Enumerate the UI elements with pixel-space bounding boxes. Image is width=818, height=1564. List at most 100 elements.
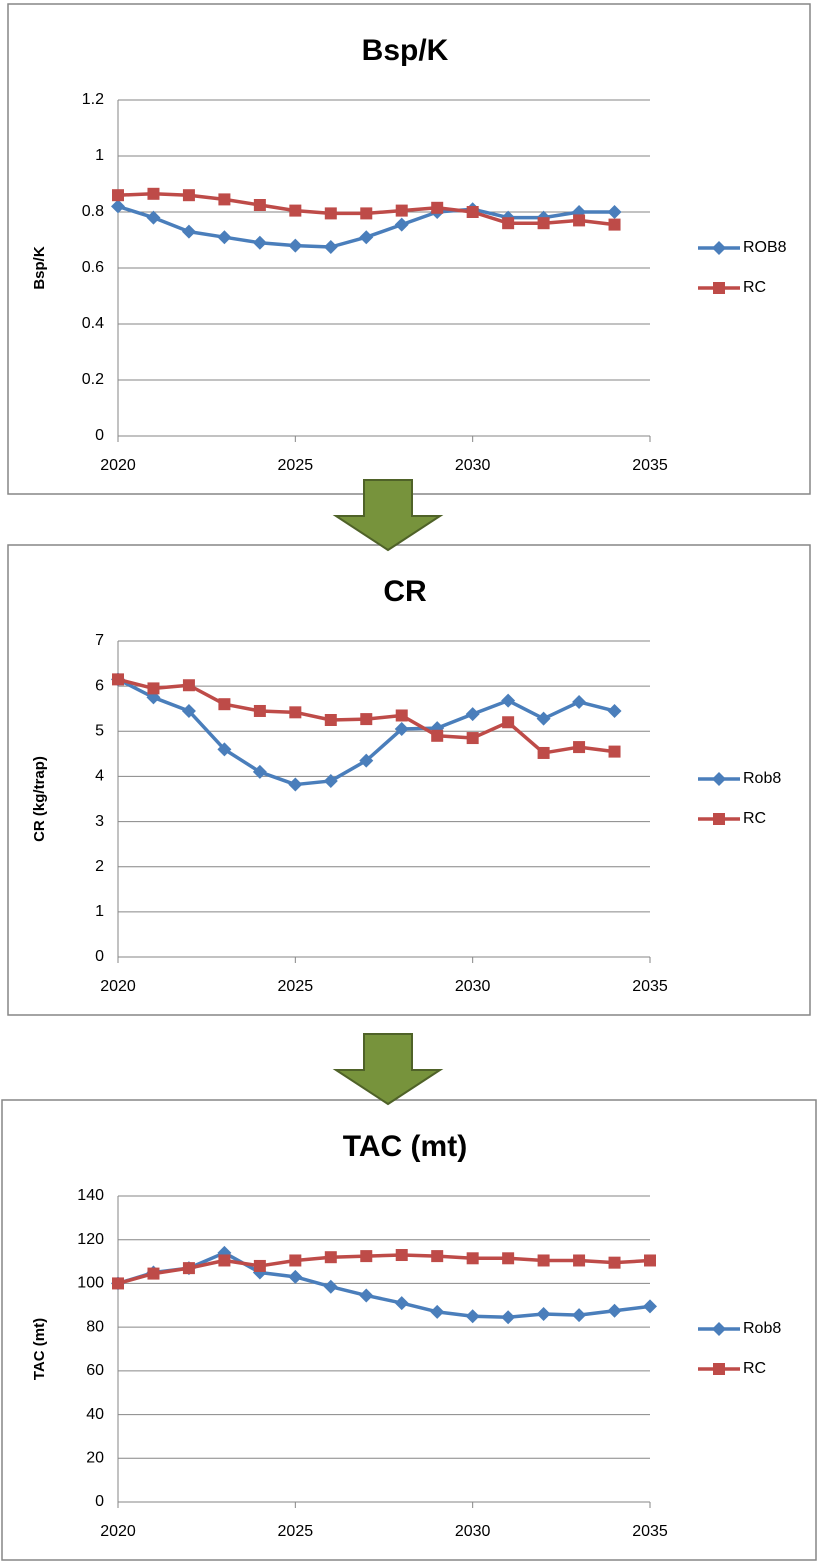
series-line [117, 1253, 651, 1286]
marker [360, 1250, 373, 1263]
chart-title: Bsp/K [362, 34, 449, 67]
marker [465, 707, 480, 722]
marker [182, 1262, 195, 1275]
y-tick-label: 3 [95, 813, 104, 830]
y-axis-label: TAC (mt) [31, 1318, 48, 1380]
marker [147, 1267, 160, 1280]
marker [359, 753, 374, 768]
marker [537, 217, 550, 230]
y-tick-label: 0 [95, 427, 104, 444]
x-tick-label: 2030 [455, 1523, 491, 1540]
marker [146, 210, 161, 225]
marker [360, 207, 373, 220]
legend-marker [713, 813, 725, 825]
y-tick-label: 0 [95, 1493, 104, 1510]
marker [218, 698, 231, 711]
marker [395, 1249, 408, 1262]
marker [466, 1252, 479, 1265]
marker [289, 204, 302, 217]
y-tick-label: 5 [95, 723, 104, 740]
marker [253, 199, 266, 211]
marker [181, 224, 196, 239]
marker [644, 1254, 656, 1267]
marker [536, 711, 551, 726]
marker [217, 230, 232, 245]
marker [288, 1269, 303, 1284]
marker [217, 742, 232, 757]
series-line [117, 1251, 651, 1320]
marker [573, 214, 586, 227]
marker [253, 1259, 266, 1272]
y-tick-label: 4 [95, 768, 104, 785]
y-tick-label: 140 [77, 1187, 104, 1204]
marker [608, 1256, 621, 1269]
legend-label: RC [743, 810, 766, 827]
x-tick-label: 2030 [455, 978, 491, 995]
marker [323, 1279, 338, 1294]
marker [607, 205, 622, 219]
marker [289, 1254, 302, 1267]
y-axis-label: Bsp/K [31, 246, 48, 290]
legend-marker [713, 282, 725, 294]
marker [608, 218, 621, 231]
x-tick-label: 2025 [278, 1523, 314, 1540]
y-tick-label: 40 [86, 1406, 104, 1423]
y-tick-label: 0.4 [82, 315, 104, 332]
marker [394, 1296, 409, 1311]
marker [573, 741, 586, 754]
legend-marker [712, 1322, 726, 1336]
marker [147, 187, 160, 200]
x-tick-label: 2025 [278, 457, 314, 474]
y-tick-label: 6 [95, 677, 104, 694]
chart-title: CR [383, 575, 427, 608]
marker [218, 193, 231, 206]
chart-frame [7, 544, 811, 1016]
y-tick-label: 1.2 [82, 91, 104, 108]
marker [501, 1310, 516, 1325]
y-tick-label: 1 [95, 147, 104, 164]
y-tick-label: 80 [86, 1318, 104, 1335]
marker [324, 714, 337, 726]
legend-label: Rob8 [743, 770, 781, 787]
x-tick-label: 2035 [632, 457, 668, 474]
y-tick-label: 0.8 [82, 203, 104, 220]
marker [394, 722, 409, 737]
marker [537, 746, 550, 759]
marker [252, 764, 267, 779]
marker [182, 679, 195, 692]
y-tick-label: 0.6 [82, 259, 104, 276]
x-tick-label: 2020 [100, 978, 136, 995]
x-tick-label: 2035 [632, 1523, 668, 1540]
flow-arrow [332, 1033, 444, 1106]
x-tick-label: 2030 [455, 457, 491, 474]
y-tick-label: 60 [86, 1362, 104, 1379]
chart-title: TAC (mt) [343, 1130, 467, 1163]
marker [431, 201, 444, 214]
legend-marker [712, 241, 726, 255]
chart-frame [1, 1099, 817, 1561]
marker [502, 217, 515, 230]
marker [502, 1252, 515, 1265]
marker [181, 703, 196, 718]
marker [360, 713, 373, 726]
marker [182, 189, 195, 202]
flow-arrow [332, 479, 444, 552]
x-tick-label: 2035 [632, 978, 668, 995]
marker [466, 732, 479, 745]
y-axis-label: CR (kg/trap) [31, 756, 48, 842]
legend-marker [712, 772, 726, 786]
marker [394, 217, 409, 232]
marker [607, 1303, 622, 1318]
marker [502, 716, 515, 729]
marker [537, 1254, 550, 1267]
chart-frame [7, 3, 811, 495]
marker [536, 1307, 551, 1322]
marker [395, 204, 408, 217]
marker [253, 704, 266, 717]
marker [323, 240, 338, 254]
marker [112, 673, 124, 686]
x-tick-label: 2020 [100, 1523, 136, 1540]
marker [288, 777, 303, 792]
marker [112, 189, 124, 202]
marker [465, 1309, 480, 1324]
